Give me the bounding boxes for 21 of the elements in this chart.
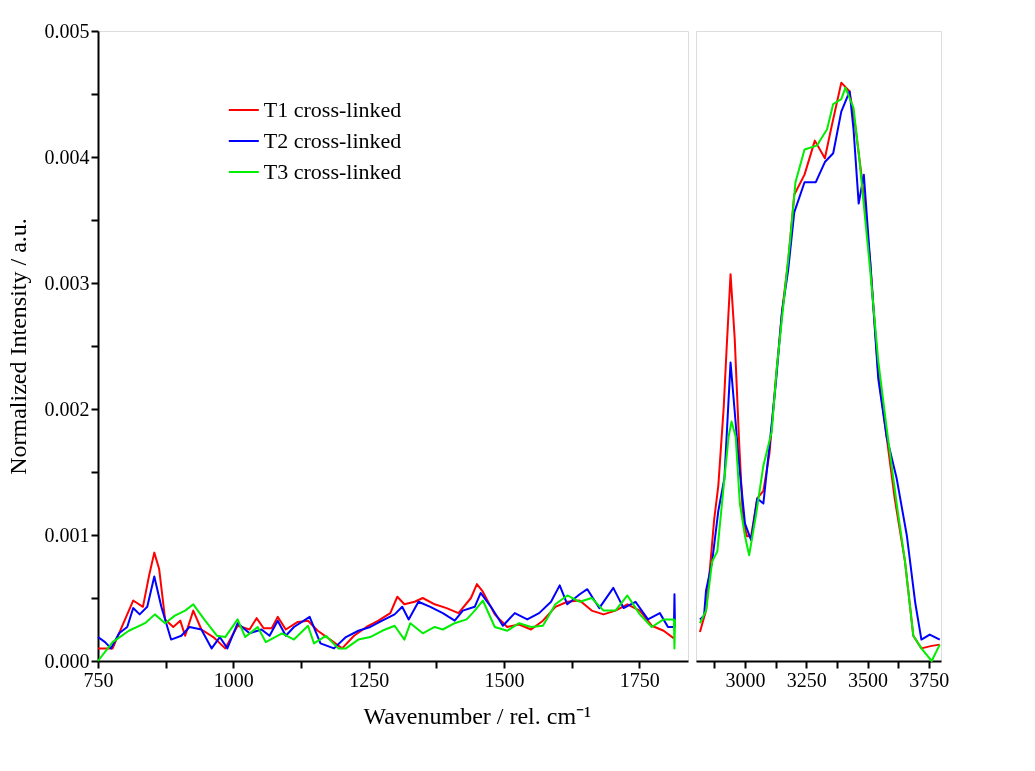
y-tick-label: 0.003 [44, 271, 90, 294]
x-tick-label: 1250 [349, 668, 390, 691]
x-tick-label: 3250 [786, 668, 827, 691]
legend-label: T1 cross-linked [263, 97, 402, 122]
x-axis-title: Wavenumber / rel. cm⁻¹ [363, 702, 592, 729]
x-tick-label: 1500 [484, 668, 525, 691]
x-tick-label: 1000 [213, 668, 254, 691]
line-series [97, 575, 677, 650]
line-series [97, 551, 675, 650]
y-tick-label: 0.001 [44, 523, 90, 546]
y-tick-label: 0.002 [44, 397, 90, 420]
x-tick-label: 3500 [848, 668, 888, 691]
y-axis-title: Normalized Intensity / a.u. [4, 218, 31, 475]
legend-label: T2 cross-linked [263, 128, 402, 153]
x-tick-label: 1750 [619, 668, 660, 691]
line-series [97, 594, 677, 662]
x-tick-label: 3750 [909, 668, 950, 691]
legend-label: T3 cross-linked [263, 159, 402, 184]
x-tick-label: 3000 [725, 668, 766, 691]
y-tick-label: 0.004 [44, 145, 90, 168]
y-tick-label: 0.005 [44, 19, 90, 42]
